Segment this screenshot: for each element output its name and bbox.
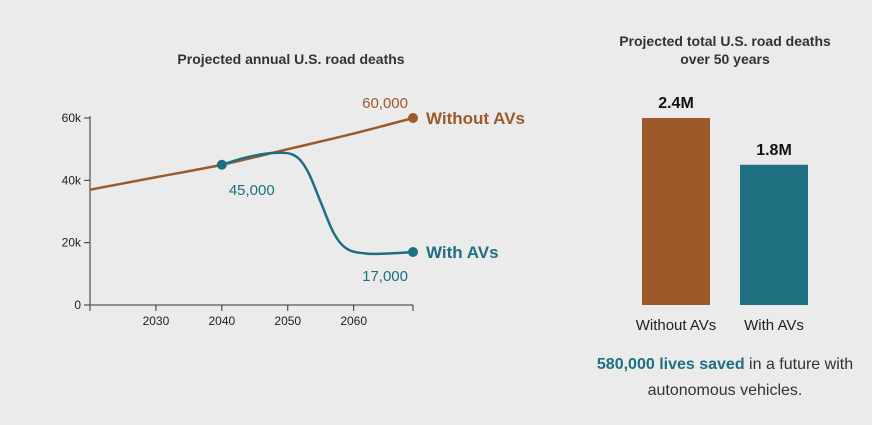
y-tick-label: 40k — [62, 173, 82, 187]
summary-text: 580,000 lives saved in a future with aut… — [580, 352, 870, 404]
bar-value-label: 1.8M — [756, 142, 792, 159]
y-tick-label: 0 — [74, 298, 81, 312]
end-point-without-avs — [408, 113, 418, 123]
bar-category-label: Without AVs — [636, 317, 717, 334]
bar-without-avs — [642, 118, 710, 305]
start-point-with-avs — [216, 159, 227, 170]
bar-chart: Projected total U.S. road deaths over 50 … — [619, 33, 831, 334]
series-line-without-avs — [89, 116, 414, 191]
x-tick-label: 2050 — [274, 314, 301, 328]
x-tick-label: 2030 — [143, 314, 170, 328]
annotation-45000: 45,000 — [229, 182, 275, 199]
bar-with-avs — [740, 164, 808, 305]
end-point-with-avs — [408, 247, 418, 258]
line-chart: Projected annual U.S. road deaths 0 20k 40k… — [62, 51, 525, 328]
x-tick-label: 2040 — [208, 314, 235, 328]
bar-value-label: 2.4M — [658, 95, 694, 112]
series-label-without-avs: Without AVs — [426, 109, 525, 128]
bar-category-label: With AVs — [744, 317, 804, 334]
x-tick-label: 2060 — [340, 314, 367, 328]
bar-chart-title-line: over 50 years — [680, 51, 770, 67]
lives-saved-highlight: 580,000 lives saved — [596, 356, 745, 373]
annotation-17000: 17,000 — [362, 268, 408, 285]
y-tick-label: 20k — [62, 236, 82, 250]
series-line-with-avs — [221, 151, 414, 256]
bar-chart-title-line: Projected total U.S. road deaths — [619, 33, 831, 49]
series-label-with-avs: With AVs — [426, 243, 499, 262]
annotation-60000: 60,000 — [362, 95, 408, 112]
line-chart-title: Projected annual U.S. road deaths — [177, 51, 404, 67]
y-tick-label: 60k — [62, 111, 82, 125]
summary-rest: in a future with autonomous vehicles. — [647, 356, 854, 399]
